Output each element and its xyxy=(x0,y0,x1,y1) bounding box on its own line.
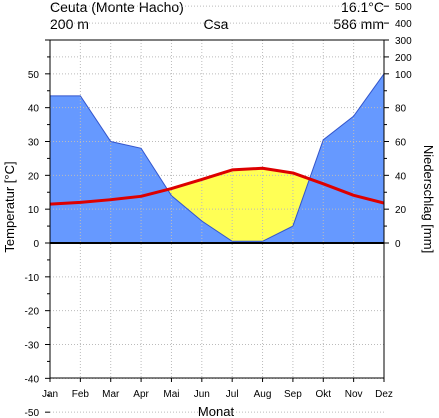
y-axis-label-left: Temperatur [°C] xyxy=(2,161,17,252)
month-label: Jun xyxy=(194,389,210,400)
temp-tick-label: 40 xyxy=(28,104,40,115)
month-label: Feb xyxy=(72,389,90,400)
humid-area xyxy=(50,73,384,243)
data-lines xyxy=(49,73,385,244)
temp-tick-label: 10 xyxy=(28,205,40,216)
month-label: Okt xyxy=(315,389,331,400)
grid-lines xyxy=(50,5,384,413)
precip-tick-label: 60 xyxy=(395,138,407,149)
temp-tick-label: 50 xyxy=(28,70,40,81)
y-axis-label-right: Niederschlag [mm] xyxy=(421,145,436,253)
precip-tick-label: 300 xyxy=(395,36,412,47)
temp-tick-label: 30 xyxy=(28,138,40,149)
month-label: Sep xyxy=(284,389,302,400)
precip-tick-label: 100 xyxy=(395,70,412,81)
month-label: Jan xyxy=(42,389,58,400)
month-label: Dez xyxy=(375,389,393,400)
precip-line xyxy=(50,73,385,242)
temp-tick-label: -50 xyxy=(25,408,40,418)
annual-precip: 586 mm xyxy=(333,16,384,32)
annual-mean-temp: 16.1°C xyxy=(341,0,384,15)
month-label: Jul xyxy=(226,389,239,400)
precip-tick-label: 80 xyxy=(395,104,407,115)
precip-temp-areas xyxy=(50,73,384,243)
x-axis-label: Monat xyxy=(198,404,235,418)
month-label: Mai xyxy=(163,389,179,400)
axes: 50403020100-10-20-30-40-5090080070060050… xyxy=(25,2,413,418)
precip-tick-label: 400 xyxy=(395,19,412,30)
temp-tick-label: -30 xyxy=(25,341,40,352)
month-label: Aug xyxy=(254,389,272,400)
month-label: Nov xyxy=(345,389,363,400)
temp-tick-label: -40 xyxy=(25,374,40,385)
precip-tick-label: 20 xyxy=(395,205,407,216)
temperature-line xyxy=(49,166,385,206)
temp-tick-label: 20 xyxy=(28,171,40,182)
precip-tick-label: 200 xyxy=(395,53,412,64)
month-label: Mar xyxy=(102,389,120,400)
station-elevation: 200 m xyxy=(50,16,89,32)
precip-tick-label: 0 xyxy=(395,239,401,250)
month-label: Apr xyxy=(133,389,149,400)
temp-tick-label: -10 xyxy=(25,273,40,284)
station-name: Ceuta (Monte Hacho) xyxy=(50,0,184,15)
precip-tick-label: 40 xyxy=(395,171,407,182)
arid-area xyxy=(167,168,310,242)
koppen-class: Csa xyxy=(204,16,229,32)
temp-tick-label: -20 xyxy=(25,307,40,318)
precip-tick-label: 500 xyxy=(395,2,412,13)
temp-tick-label: 0 xyxy=(33,239,39,250)
